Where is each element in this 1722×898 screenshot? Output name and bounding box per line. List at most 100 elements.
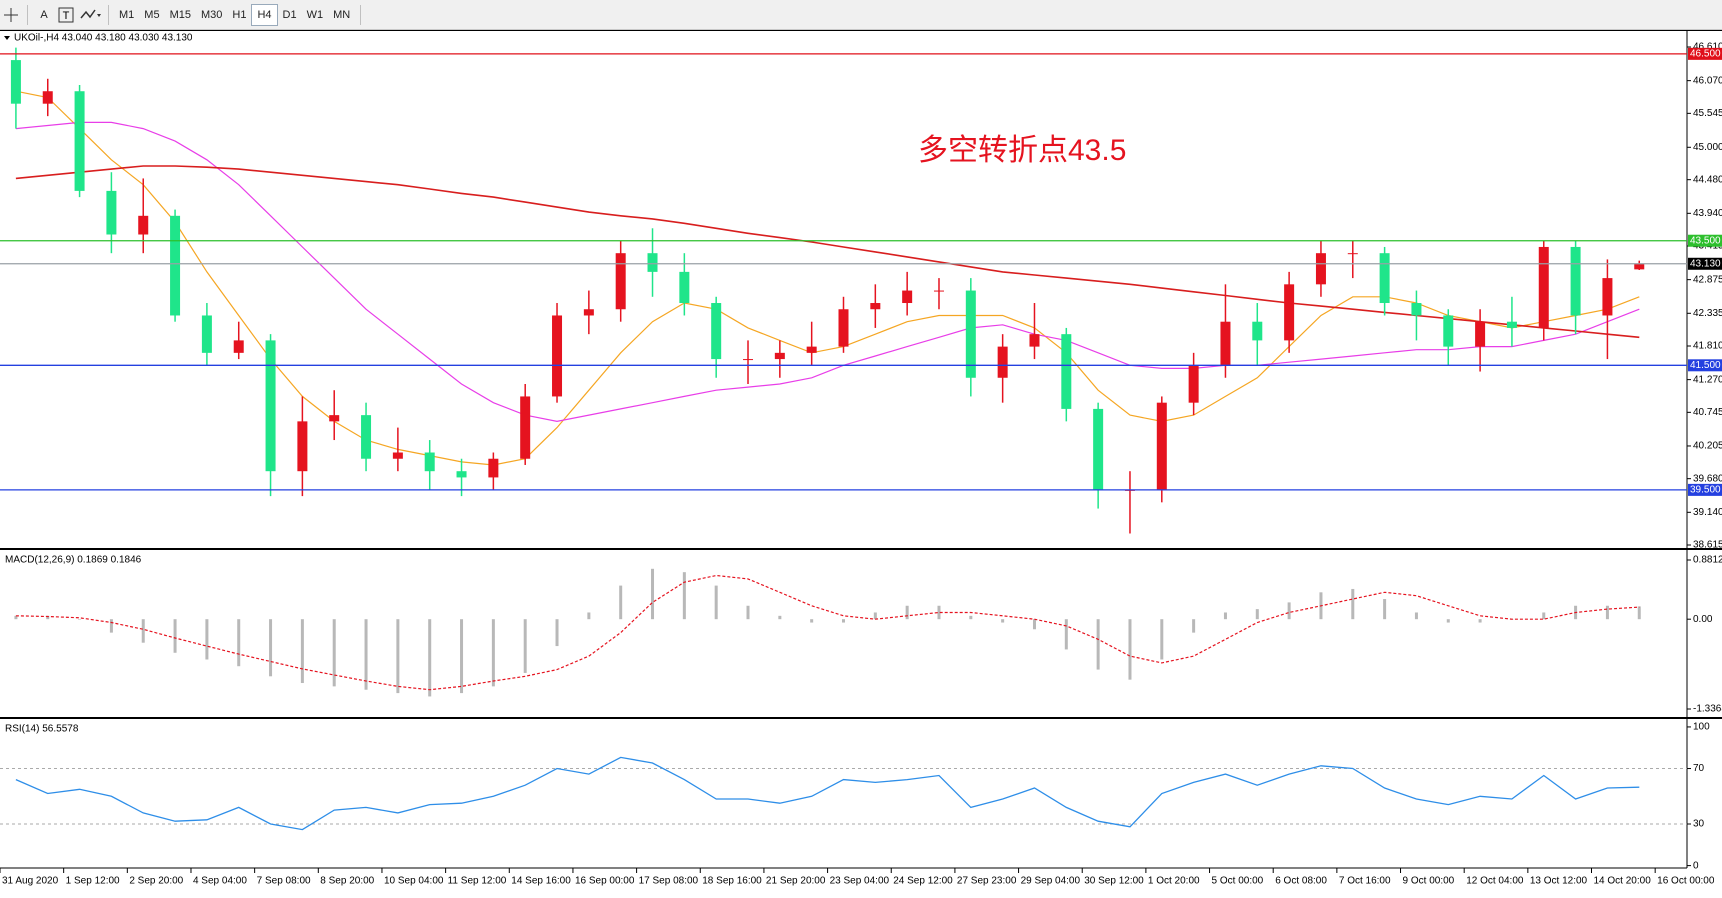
macd-bar (746, 605, 750, 620)
macd-signal (15, 574, 1640, 691)
symbol-menu-arrow[interactable] (4, 36, 10, 40)
timeframe-button[interactable]: M30 (200, 8, 223, 21)
cursor-icon[interactable] (0, 4, 22, 26)
chart: 46.61046.07045.54545.00044.48043.94043.4… (0, 30, 1722, 898)
timeframe-button[interactable]: M1 (119, 8, 135, 21)
x-tick-label: 14 Oct 20:00 (1594, 876, 1652, 887)
macd-bar (173, 619, 177, 653)
candle-body (488, 458, 499, 478)
candle-body (1570, 246, 1581, 316)
x-tick-label: 11 Sep 12:00 (448, 876, 507, 887)
x-tick-label: 30 Sep 12:00 (1084, 876, 1144, 887)
candle-body (1347, 253, 1358, 255)
y-tick-label: 44.480 (1693, 174, 1722, 185)
macd-bar (205, 619, 209, 660)
macd-bar (619, 585, 623, 620)
text-icon[interactable]: T (55, 4, 77, 26)
macd-bar (1001, 619, 1005, 623)
toolbar: A T M1 M5 M15 M30 H1 H4 D1 W1 MN (0, 0, 1722, 30)
background (0, 30, 1722, 898)
y-tick-label: 41.270 (1693, 374, 1722, 385)
separator (108, 4, 109, 25)
level-label: 43.500 (1690, 235, 1721, 246)
shapes-icon[interactable] (77, 4, 103, 26)
x-tick-label: 13 Oct 12:00 (1530, 876, 1588, 887)
candle-body (138, 215, 149, 235)
timeframe-button[interactable]: MN (333, 8, 351, 21)
x-tick-label: 14 Sep 16:00 (511, 876, 571, 887)
candle-body (1602, 278, 1613, 316)
macd-bar (1383, 599, 1387, 620)
x-tick-label: 16 Oct 00:00 (1657, 876, 1715, 887)
x-tick-label: 21 Sep 20:00 (766, 876, 826, 887)
candle-body (74, 91, 85, 191)
candle-body (838, 309, 849, 347)
x-tick-label: 24 Sep 12:00 (893, 876, 953, 887)
candle-body (774, 352, 785, 360)
timeframe-button[interactable]: H1 (232, 8, 247, 21)
macd-bar (842, 619, 845, 623)
candle-body (106, 190, 117, 235)
macd-bar (651, 568, 655, 620)
macd-bar (46, 615, 50, 620)
macd-bar (587, 612, 591, 620)
macd-bar (300, 619, 304, 684)
tools: A (33, 4, 55, 26)
candle-body (743, 359, 754, 361)
timeframe-button[interactable]: H4 (251, 3, 278, 26)
candle-body (170, 215, 181, 316)
macd-bar (1032, 619, 1036, 630)
y-tick-label: 42.335 (1693, 308, 1722, 319)
macd-bar (1223, 612, 1227, 620)
macd-bar (682, 572, 686, 620)
macd-bar (364, 619, 368, 690)
x-tick-label: 18 Sep 16:00 (702, 876, 762, 887)
timeframe-button[interactable]: W1 (306, 8, 324, 21)
candle-body (679, 271, 690, 304)
svg-text:T: T (63, 9, 70, 21)
candle-body (42, 91, 53, 104)
level-label-box (1688, 47, 1722, 60)
x-tick-label: 31 Aug 2020 (2, 876, 59, 887)
candle-body (233, 340, 244, 353)
macd-bar (269, 619, 273, 677)
y-tick-label: 0 (1693, 860, 1699, 871)
timeframe-button[interactable]: M15 (169, 8, 191, 21)
candle-body (1538, 246, 1549, 328)
moving-average (15, 121, 1640, 423)
moving-average (15, 90, 1640, 466)
candle-body (520, 396, 531, 459)
macd-bar (1064, 619, 1068, 650)
y-tick-label: 40.745 (1693, 407, 1722, 418)
rsi-line (15, 756, 1640, 831)
candle-body (1188, 365, 1199, 403)
x-tick-label: 5 Oct 00:00 (1212, 876, 1264, 887)
macd-bar (1287, 602, 1291, 620)
candle-body (1156, 402, 1167, 490)
candle-body (711, 303, 722, 360)
macd-bar (109, 619, 113, 633)
candle-body (1029, 334, 1040, 347)
timeframe-button[interactable]: M5 (144, 8, 160, 21)
candle-body (456, 471, 467, 478)
x-tick-label: 2 Sep 20:00 (129, 876, 183, 887)
macd-bar (1096, 619, 1100, 670)
macd-bar (523, 619, 527, 673)
x-tick-label: 17 Sep 08:00 (639, 876, 699, 887)
macd-bar (555, 619, 559, 647)
macd-bar (491, 619, 495, 687)
timeframe-button[interactable]: D1 (282, 8, 297, 21)
macd-bar (141, 619, 145, 643)
y-tick-label: 45.545 (1693, 108, 1722, 119)
candle-body (1379, 253, 1390, 304)
candle-body (902, 290, 913, 304)
candle-body (10, 60, 21, 104)
tool-button[interactable]: A (40, 8, 48, 21)
level-label: 43.130 (1690, 258, 1721, 269)
macd-bar (778, 615, 782, 620)
macd-bar (428, 619, 432, 697)
y-tick-label: 40.205 (1693, 441, 1722, 452)
candle-body (1634, 263, 1645, 270)
macd-bar (937, 605, 941, 620)
macd-bar (1160, 619, 1164, 660)
